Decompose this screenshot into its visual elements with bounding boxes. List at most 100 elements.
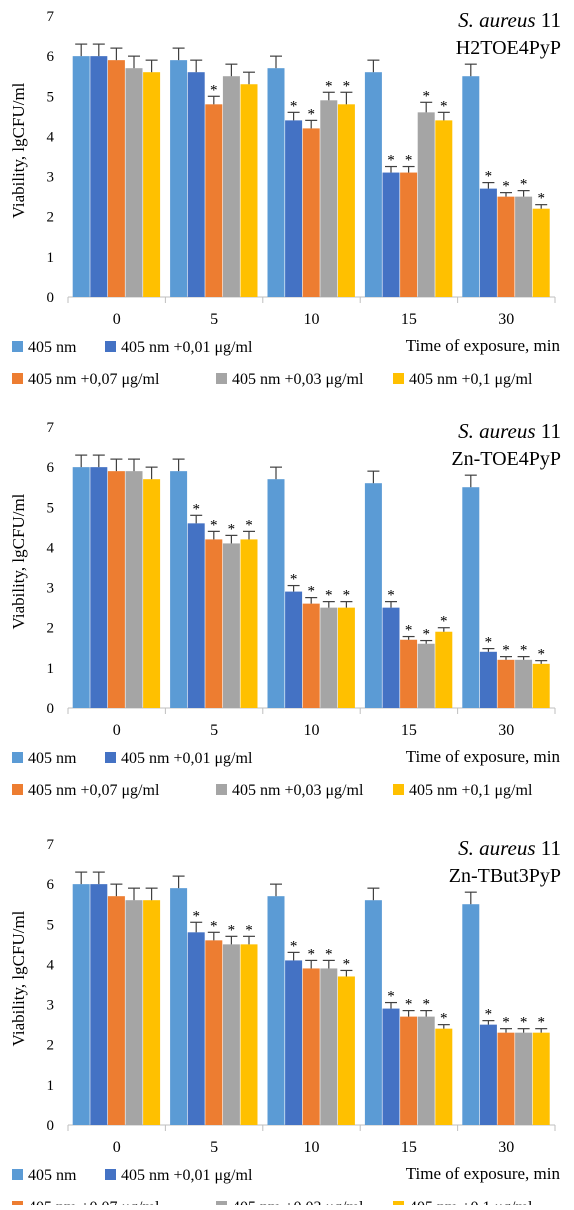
legend-label: 405 nm bbox=[28, 339, 77, 356]
bar-s1-c2 bbox=[170, 888, 188, 1125]
bar-s1-c1 bbox=[72, 56, 90, 298]
significance-marker: * bbox=[325, 946, 333, 962]
bar-s5-c3 bbox=[337, 976, 355, 1125]
bar-s2-c5 bbox=[479, 188, 497, 297]
chart-subtitle: H2TOE4PyP bbox=[456, 37, 561, 59]
significance-marker: * bbox=[537, 1015, 545, 1031]
y-tick-label: 4 bbox=[47, 540, 55, 556]
significance-marker: * bbox=[502, 643, 510, 659]
chart-title: S. aureus 11 bbox=[458, 836, 561, 860]
significance-marker: * bbox=[485, 169, 493, 185]
bar-s5-c4 bbox=[435, 120, 453, 297]
chart-panel-1: 0 1 2 3 4 5 6 7 Viability, lgCFU/ml * * * * * * * * * * * * *… bbox=[9, 8, 561, 388]
chart-panel-2: 0 1 2 3 4 5 6 7 Viability, lgCFU/ml * * * * * * * * * * * * *… bbox=[9, 419, 561, 799]
y-tick-label: 0 bbox=[47, 701, 55, 717]
significance-marker: * bbox=[440, 614, 448, 630]
bar-s1-c4 bbox=[364, 483, 382, 708]
y-axis-label: Viability, lgCFU/ml bbox=[9, 82, 28, 218]
bar-s4-c2 bbox=[222, 944, 240, 1125]
bar-s3-c2 bbox=[205, 940, 223, 1125]
significance-marker: * bbox=[228, 521, 236, 537]
bar-s2-c3 bbox=[285, 120, 303, 297]
bar-s3-c5 bbox=[497, 196, 515, 297]
legend-item-4: 405 nm +0,03 μg/ml bbox=[216, 371, 364, 388]
bar-s3-c1 bbox=[107, 896, 125, 1125]
significance-marker: * bbox=[210, 918, 218, 934]
bar-s5-c1 bbox=[143, 900, 161, 1125]
y-tick-label: 0 bbox=[47, 1118, 55, 1134]
significance-marker: * bbox=[537, 647, 545, 663]
bar-s2-c4 bbox=[382, 172, 400, 297]
bar-s5-c1 bbox=[143, 72, 161, 297]
bar-s3-c2 bbox=[205, 104, 223, 297]
legend-label: 405 nm +0,07 μg/ml bbox=[28, 1199, 160, 1205]
bar-s2-c1 bbox=[90, 56, 108, 298]
x-tick-label: 5 bbox=[210, 1139, 218, 1156]
y-tick-label: 7 bbox=[47, 837, 55, 853]
legend-item-2: 405 nm +0,01 μg/ml bbox=[105, 750, 253, 767]
bar-s1-c4 bbox=[364, 900, 382, 1125]
bar-s5-c5 bbox=[532, 208, 550, 297]
chart-title: S. aureus 11 bbox=[458, 419, 561, 443]
bar-s4-c4 bbox=[417, 112, 435, 297]
legend-item-5: 405 nm +0,1 μg/ml bbox=[393, 782, 533, 799]
bar-s1-c2 bbox=[170, 60, 188, 298]
legend-item-4: 405 nm +0,03 μg/ml bbox=[216, 1199, 364, 1210]
y-tick-label: 5 bbox=[47, 89, 55, 105]
significance-marker: * bbox=[343, 956, 351, 972]
y-tick-label: 3 bbox=[47, 581, 55, 597]
bar-s2-c4 bbox=[382, 1008, 400, 1125]
legend-label: 405 nm +0,03 μg/ml bbox=[232, 1199, 364, 1205]
bar-s4-c5 bbox=[515, 1032, 533, 1125]
x-tick-label: 0 bbox=[113, 1139, 121, 1156]
legend-item-2: 405 nm +0,01 μg/ml bbox=[105, 339, 253, 356]
legend-swatch bbox=[216, 373, 227, 384]
significance-marker: * bbox=[485, 635, 493, 651]
significance-marker: * bbox=[537, 191, 545, 207]
legend-item-2: 405 nm +0,01 μg/ml bbox=[105, 1167, 253, 1184]
y-tick-label: 7 bbox=[47, 9, 55, 25]
bar-s3-c4 bbox=[400, 172, 418, 297]
bar-s2-c3 bbox=[285, 960, 303, 1125]
y-tick-label: 2 bbox=[47, 1038, 55, 1054]
bar-s1-c5 bbox=[462, 76, 480, 297]
bar-s5-c3 bbox=[337, 607, 355, 708]
chart-title-species: S. aureus bbox=[458, 419, 535, 443]
y-tick-label: 4 bbox=[47, 129, 55, 145]
significance-marker: * bbox=[387, 153, 395, 169]
y-tick-label: 3 bbox=[47, 998, 55, 1014]
x-tick-label: 10 bbox=[304, 722, 320, 739]
legend-swatch bbox=[105, 1169, 116, 1180]
significance-marker: * bbox=[422, 627, 430, 643]
legend-label: 405 nm +0,1 μg/ml bbox=[409, 782, 533, 799]
bar-s4-c1 bbox=[125, 471, 143, 708]
bar-s2-c2 bbox=[187, 523, 205, 708]
bar-s4-c2 bbox=[222, 543, 240, 708]
bar-s4-c1 bbox=[125, 68, 143, 297]
significance-marker: * bbox=[307, 946, 315, 962]
bar-s2-c3 bbox=[285, 591, 303, 708]
y-tick-label: 2 bbox=[47, 210, 55, 226]
chart-subtitle: Zn-TBut3PyP bbox=[449, 865, 561, 887]
chart-panel-3: 0 1 2 3 4 5 6 7 Viability, lgCFU/ml * * * * * * * * * * * * *… bbox=[9, 836, 561, 1210]
bar-s3-c5 bbox=[497, 1032, 515, 1125]
significance-marker: * bbox=[290, 938, 298, 954]
bar-s1-c1 bbox=[72, 884, 90, 1125]
y-tick-label: 1 bbox=[47, 250, 55, 266]
bar-s1-c5 bbox=[462, 487, 480, 708]
y-tick-label: 4 bbox=[47, 957, 55, 973]
significance-marker: * bbox=[192, 501, 200, 517]
legend-swatch bbox=[12, 373, 23, 384]
bar-s1-c4 bbox=[364, 72, 382, 297]
bar-s1-c3 bbox=[267, 68, 285, 297]
significance-marker: * bbox=[405, 997, 413, 1013]
x-axis-label: Time of exposure, min bbox=[406, 336, 561, 355]
x-tick-label: 0 bbox=[113, 722, 121, 739]
bar-s3-c3 bbox=[302, 128, 320, 297]
x-tick-label: 5 bbox=[210, 311, 218, 328]
legend-item-3: 405 nm +0,07 μg/ml bbox=[12, 782, 160, 799]
chart-subtitle: Zn-TOE4PyP bbox=[451, 448, 561, 470]
legend-swatch bbox=[393, 373, 404, 384]
bar-s1-c3 bbox=[267, 479, 285, 708]
legend-label: 405 nm +0,01 μg/ml bbox=[121, 1167, 253, 1184]
